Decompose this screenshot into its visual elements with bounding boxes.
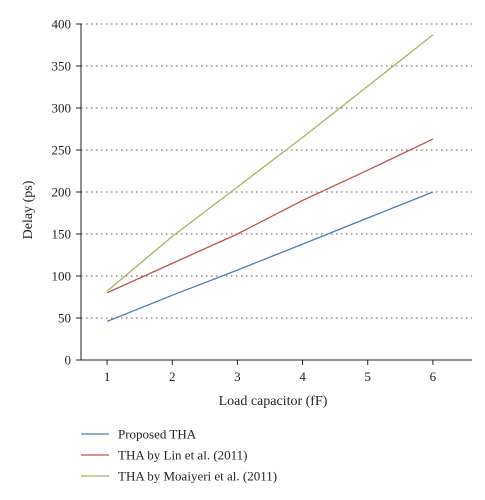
y-tick-label-200: 200 — [52, 185, 72, 200]
y-tick-label-350: 350 — [52, 59, 72, 74]
x-tick-label-1: 1 — [104, 369, 111, 384]
y-tick-label-300: 300 — [52, 101, 72, 116]
tick-labels: 0 50 100 150 200 250 300 350 400 1 2 3 4 5 6 — [52, 17, 437, 385]
y-tick-label-100: 100 — [52, 269, 72, 284]
x-tick-label-2: 2 — [169, 369, 176, 384]
y-tick-label-150: 150 — [52, 227, 72, 242]
x-tick-label-4: 4 — [299, 369, 306, 384]
x-axis-title: Load capacitor (fF) — [219, 394, 328, 409]
series-line-3 — [106, 34, 434, 292]
legend: Proposed THA THA by Lin et al. (2011) THA … — [81, 427, 277, 484]
grid-lines — [81, 23, 472, 319]
axes — [76, 23, 472, 365]
legend-label-3: THA by Moaiyeri et al. (2011) — [118, 469, 277, 484]
y-tick-label-250: 250 — [52, 143, 72, 158]
y-axis-title: Delay (ps) — [21, 180, 36, 239]
x-tick-label-6: 6 — [430, 369, 437, 384]
series-line-1 — [106, 191, 434, 323]
y-tick-label-50: 50 — [58, 311, 71, 326]
legend-label-1: Proposed THA — [118, 427, 197, 442]
y-tick-label-400: 400 — [52, 17, 72, 32]
legend-label-2: THA by Lin et al. (2011) — [118, 448, 248, 463]
y-tick-label-0: 0 — [65, 353, 72, 368]
x-tick-label-5: 5 — [364, 369, 371, 384]
x-tick-label-3: 3 — [234, 369, 241, 384]
series-lines — [106, 34, 434, 323]
series-line-2 — [106, 138, 434, 294]
